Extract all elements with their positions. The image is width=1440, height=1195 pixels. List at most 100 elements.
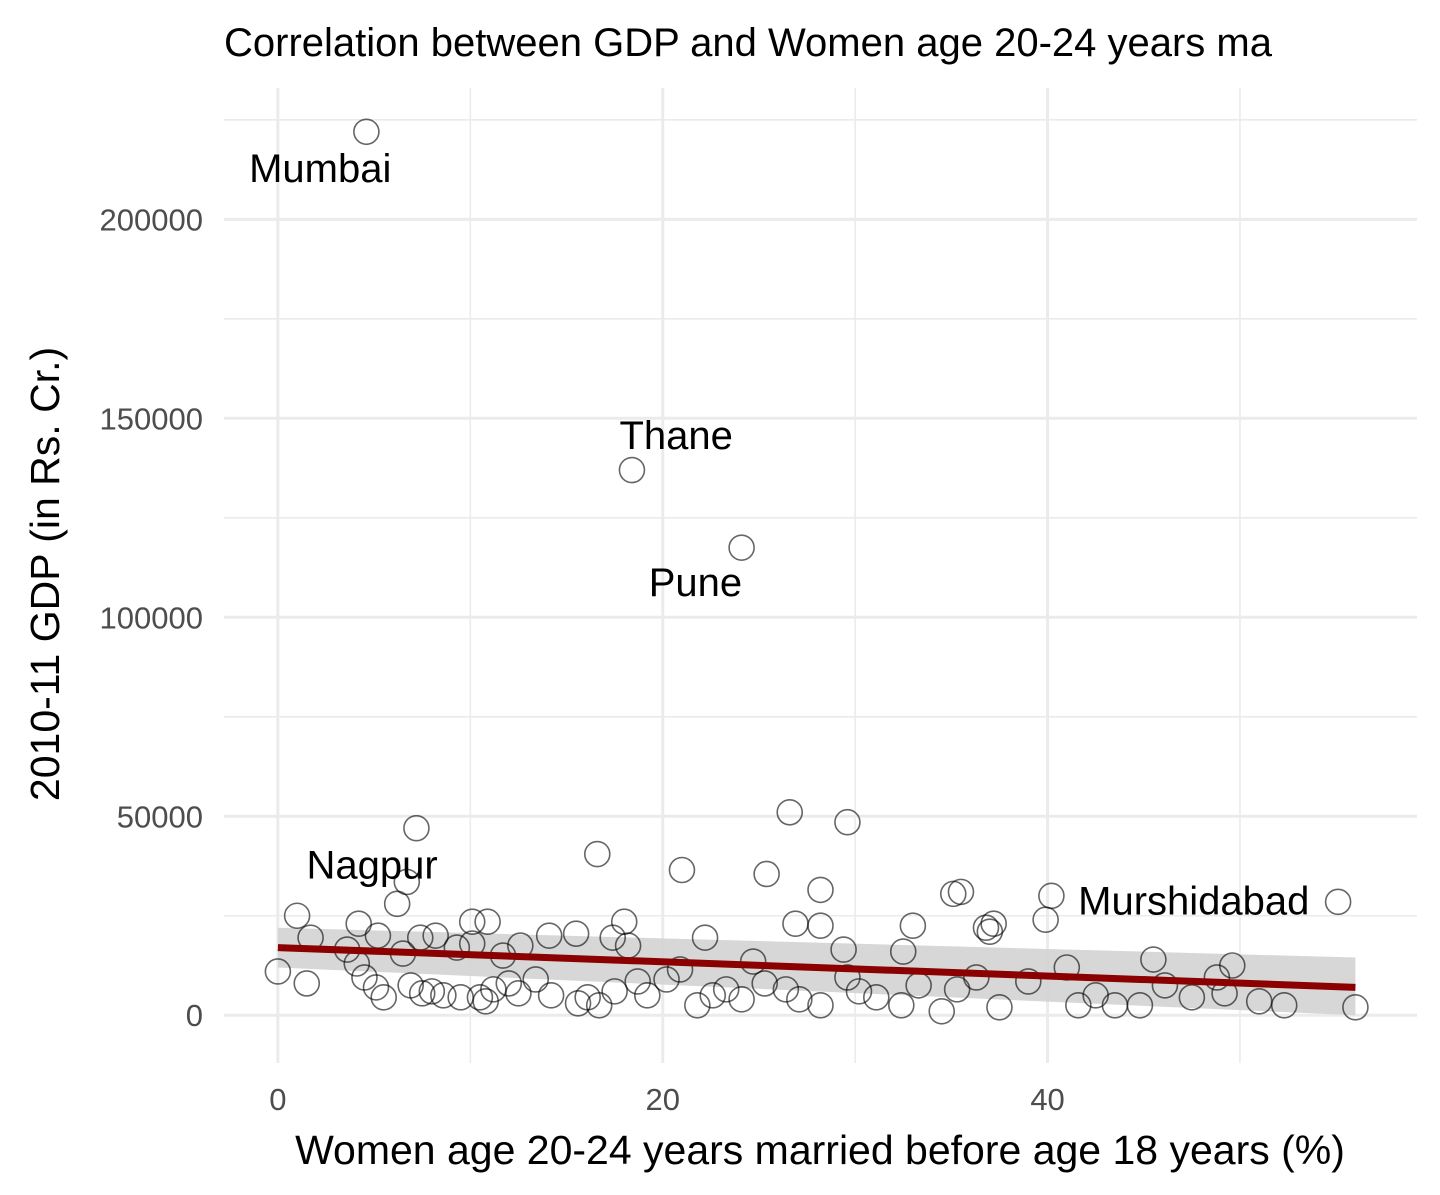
data-point (972, 914, 1000, 941)
y-tick-label: 0 (186, 998, 203, 1033)
data-point (562, 920, 590, 947)
x-tick-label: 40 (1030, 1082, 1064, 1117)
data-point (422, 922, 449, 949)
data-point (963, 964, 990, 991)
y-tick-labels: 0 50000 100000 150000 200000 (100, 202, 203, 1033)
annotation-label: Nagpur (307, 844, 438, 888)
data-point (786, 986, 813, 1013)
data-point (889, 938, 917, 965)
data-point (574, 984, 601, 1011)
annotations: Mumbai Thane Pune Nagpur Murshidabad (249, 147, 1309, 923)
data-point (834, 808, 861, 836)
data-point (601, 978, 628, 1005)
data-point (535, 922, 563, 949)
data-point (845, 978, 873, 1005)
data-point (264, 958, 292, 985)
data-point (751, 970, 778, 997)
data-point (610, 908, 638, 936)
data-point (362, 974, 390, 1001)
data-point (393, 868, 421, 896)
data-point (776, 798, 804, 826)
annotation-label: Pune (649, 561, 742, 605)
data-point (1126, 991, 1154, 1019)
x-tick-label: 0 (269, 1082, 286, 1117)
data-point (712, 976, 740, 1003)
data-point (1151, 972, 1179, 999)
data-point (474, 908, 501, 936)
data-point (772, 976, 800, 1003)
data-point (668, 856, 696, 884)
y-axis-title: 2010-11 GDP (in Rs. Cr.) (22, 347, 68, 801)
data-point (353, 118, 380, 146)
trend-line (277, 944, 1356, 991)
data-point (1038, 882, 1065, 910)
grid (224, 88, 1417, 1063)
data-point (976, 918, 1004, 945)
data-point (899, 912, 927, 940)
x-tick-label: 20 (645, 1082, 679, 1117)
data-point (691, 924, 719, 951)
data-point (418, 978, 446, 1005)
chart-title: Correlation between GDP and Women age 20… (224, 21, 1273, 65)
data-point (1218, 952, 1246, 979)
annotation-label: Murshidabad (1078, 879, 1309, 923)
data-point (1324, 888, 1352, 916)
data-point (653, 966, 680, 993)
data-point (383, 890, 411, 918)
data-point (564, 990, 592, 1017)
data-point (807, 912, 834, 940)
data-point (624, 968, 652, 995)
data-point (408, 980, 436, 1007)
y-tick-label: 50000 (117, 799, 203, 834)
data-point (585, 991, 613, 1019)
data-point (522, 966, 550, 993)
data-point (447, 984, 474, 1011)
x-tick-labels: 0 20 40 (269, 1082, 1065, 1117)
data-point (1140, 946, 1167, 973)
data-point (1065, 991, 1092, 1019)
confidence-band (277, 927, 1356, 1016)
trend-line-layer (277, 944, 1356, 991)
data-point (583, 840, 611, 868)
data-point (928, 997, 956, 1025)
data-point (458, 908, 486, 936)
data-point (537, 982, 565, 1009)
data-point (293, 970, 321, 997)
data-point (1342, 993, 1369, 1021)
data-point (699, 982, 727, 1009)
data-point (370, 984, 398, 1011)
confidence-band-layer (277, 927, 1356, 1016)
data-point (684, 991, 711, 1019)
x-axis-title: Women age 20-24 years married before age… (295, 1127, 1345, 1173)
data-point (728, 534, 755, 561)
data-point (728, 986, 755, 1013)
data-point (863, 984, 890, 1011)
data-point (634, 982, 661, 1009)
data-point (345, 910, 372, 938)
data-point (1032, 906, 1059, 934)
data-point (807, 991, 834, 1019)
data-point (505, 980, 532, 1007)
y-tick-label: 100000 (100, 600, 203, 635)
data-point (1015, 968, 1042, 995)
data-point (443, 934, 471, 961)
y-tick-label: 200000 (100, 202, 203, 237)
data-point (888, 991, 915, 1019)
data-point (618, 456, 646, 484)
data-point (986, 993, 1013, 1021)
data-point (430, 982, 457, 1009)
data-point (495, 970, 523, 997)
data-point (807, 876, 834, 904)
data-point (834, 964, 861, 991)
data-point (666, 956, 694, 983)
data-point (830, 936, 857, 963)
data-point (403, 814, 430, 842)
data-point (943, 976, 971, 1003)
annotation-label: Thane (619, 414, 732, 458)
data-point (1270, 991, 1298, 1019)
annotation-label: Mumbai (249, 147, 391, 191)
y-tick-label: 150000 (100, 401, 203, 436)
data-point (283, 902, 311, 930)
data-point (947, 878, 975, 906)
